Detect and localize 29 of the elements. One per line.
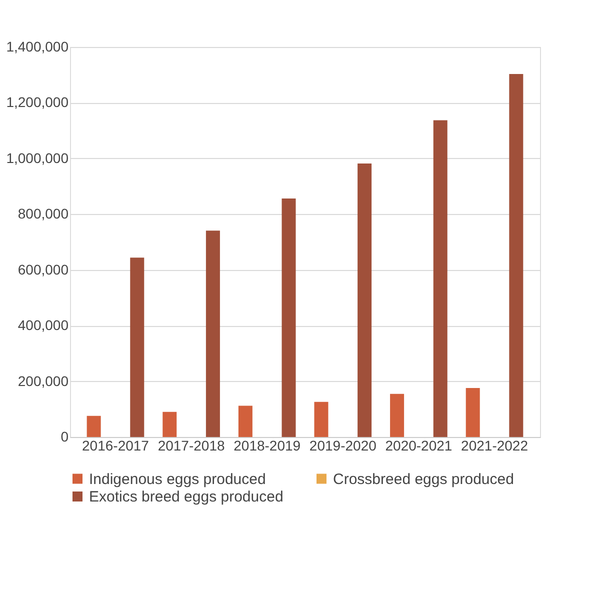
y-tick-label: 1,000,000 <box>6 150 69 166</box>
y-tick-label: 0 <box>60 428 69 444</box>
bar <box>358 163 372 437</box>
bar <box>238 406 252 437</box>
legend-label: Exotics breed eggs produced <box>89 488 284 506</box>
x-tick-label: 2020-2021 <box>385 438 452 454</box>
x-tick-label: 2018-2019 <box>234 438 301 454</box>
bar <box>162 412 177 437</box>
legend-label: Indigenous eggs produced <box>89 470 266 488</box>
y-tick-label: 600,000 <box>18 261 69 278</box>
x-tick-label: 2019-2020 <box>309 438 377 454</box>
bar <box>206 230 220 437</box>
bar <box>509 74 524 437</box>
bar <box>466 388 480 437</box>
legend-label: Crossbreed eggs produced <box>333 470 514 488</box>
y-tick-label: 800,000 <box>18 206 69 222</box>
y-tick-label: 200,000 <box>18 372 69 389</box>
x-tick-label: 2021-2022 <box>461 438 528 454</box>
bar <box>433 120 448 437</box>
x-tick-label: 2016-2017 <box>82 438 150 454</box>
bar <box>314 402 328 437</box>
bar <box>86 416 101 437</box>
bar <box>130 258 144 437</box>
y-tick-label: 1,200,000 <box>6 94 69 110</box>
y-tick-label: 1,400,000 <box>6 38 69 54</box>
x-tick-label: 2017-2018 <box>158 438 225 454</box>
y-tick-label: 400,000 <box>18 317 69 334</box>
bar <box>390 394 404 437</box>
bar <box>282 198 296 437</box>
